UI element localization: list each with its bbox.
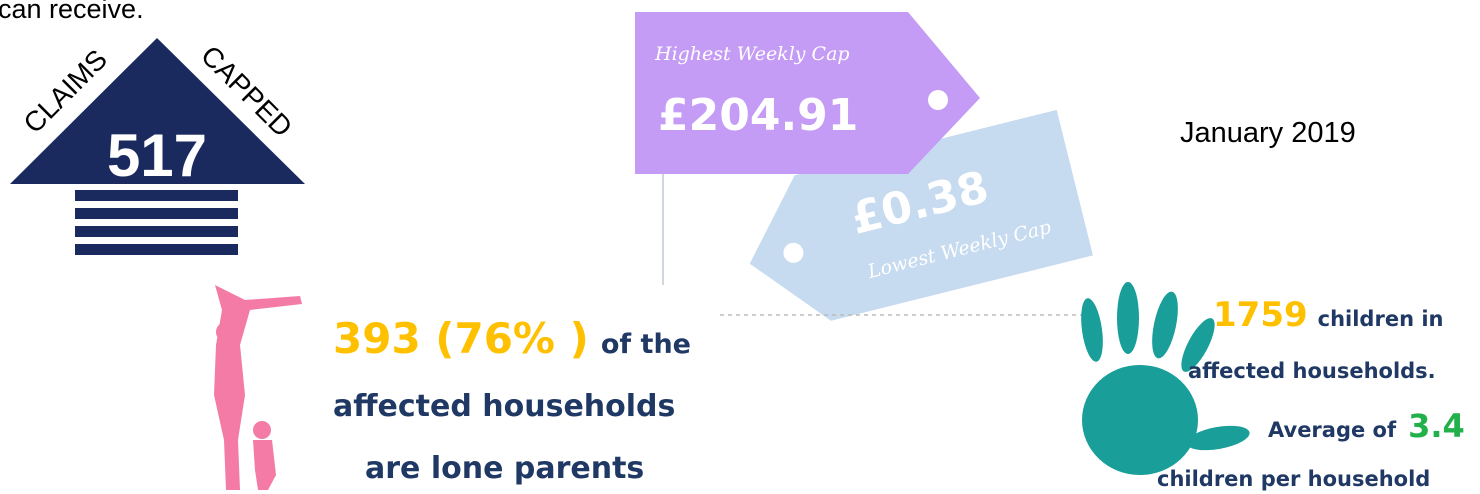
- parent-icon: [214, 285, 302, 490]
- arrow-stripe: [75, 244, 238, 255]
- lone-parents-text: are lone parents: [365, 451, 644, 486]
- date: January 2019: [1180, 117, 1356, 149]
- header-text: can receive.: [0, 0, 144, 24]
- lone-parents-text: affected households: [333, 389, 675, 424]
- average-value: 3.4: [1408, 407, 1465, 445]
- children-text: children in: [1318, 307, 1444, 331]
- highest-amount: £204.91: [658, 90, 858, 141]
- highest-label: Highest Weekly Cap: [654, 43, 850, 65]
- average-line: Average of 3.4: [1268, 407, 1465, 445]
- arrow-stripe: [75, 190, 238, 201]
- claims-count: 517: [107, 122, 207, 189]
- highest-tag: Highest Weekly Cap £204.91: [635, 12, 980, 174]
- page: {"header": {"text": "can receive."}, "cl…: [0, 0, 1480, 494]
- children-count: 1759: [1213, 295, 1308, 335]
- children-line: 1759 children in: [1213, 295, 1443, 335]
- arrow-stripe: [75, 208, 238, 219]
- lone-parents-line: 393 (76% ) of the: [333, 314, 691, 363]
- lone-parents-text: of the: [601, 329, 691, 360]
- lone-parents-figure: 393 (76% ): [333, 314, 589, 363]
- infographic: can receive. CLAIMS CAPPED 517 £0.38 Low…: [0, 0, 1480, 494]
- children-text: affected households.: [1188, 359, 1436, 383]
- children-text: children per household: [1157, 467, 1430, 491]
- tag-hole: [928, 90, 948, 110]
- average-label: Average of: [1268, 418, 1397, 442]
- arrow-stripe: [75, 226, 238, 237]
